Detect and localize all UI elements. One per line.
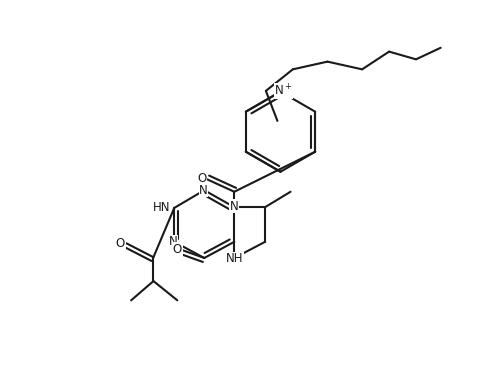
Text: N: N [230,200,239,213]
Text: N: N [199,184,208,197]
Text: N$^+$: N$^+$ [274,83,293,98]
Text: O: O [197,172,207,185]
Text: HN: HN [153,201,170,214]
Text: N: N [169,235,178,248]
Text: O: O [172,243,182,256]
Text: O: O [116,237,125,250]
Text: NH: NH [226,252,244,265]
